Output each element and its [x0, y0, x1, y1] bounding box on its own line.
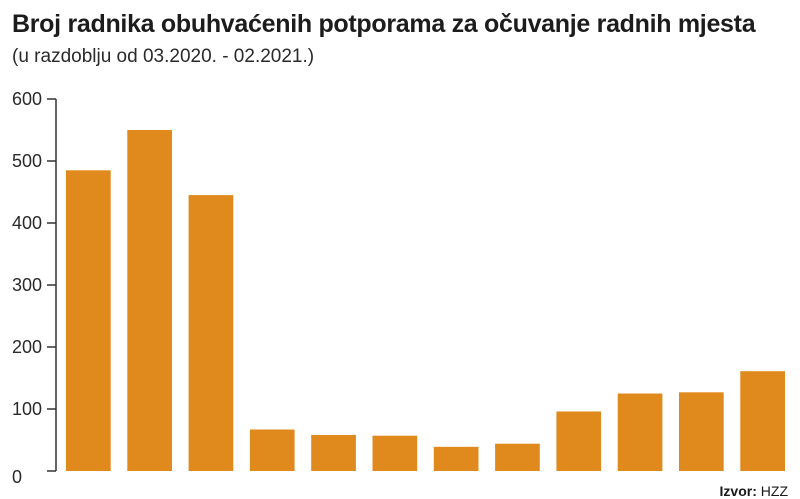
- y-tick-label: 200: [12, 337, 42, 357]
- bar: [495, 443, 540, 471]
- bar: [311, 435, 356, 471]
- y-tick-label: 300: [12, 275, 42, 295]
- y-tick-label: 600: [12, 89, 42, 109]
- bar: [617, 393, 663, 471]
- bar: [66, 170, 111, 472]
- bar: [188, 195, 234, 471]
- bars: [66, 130, 785, 472]
- source-label: Izvor:: [719, 483, 757, 499]
- y-tick-label: 0: [12, 467, 22, 487]
- chart-subtitle: (u razdoblju od 03.2020. - 02.2021.): [12, 46, 315, 67]
- bar: [372, 435, 418, 471]
- y-axis: 0 100 200 300 400 500 600: [12, 89, 57, 487]
- source-value: HZZ: [760, 483, 788, 499]
- bar: [679, 392, 724, 471]
- chart-title: Broj radnika obuhvaćenih potporama za oč…: [12, 10, 756, 38]
- source-note: Izvor: HZZ: [720, 483, 788, 499]
- bar: [249, 429, 295, 471]
- y-tick-label: 100: [12, 399, 42, 419]
- bar: [433, 446, 479, 471]
- y-tick-label: 500: [12, 151, 42, 171]
- bar: [740, 371, 785, 471]
- bar: [127, 130, 172, 471]
- y-tick-label: 400: [12, 213, 42, 233]
- bar: [556, 411, 602, 471]
